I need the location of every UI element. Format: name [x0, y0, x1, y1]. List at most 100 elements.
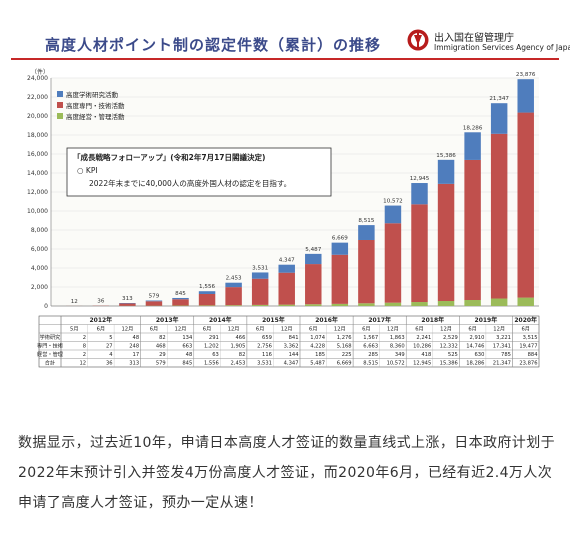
bar-segment: [464, 132, 481, 160]
bar-segment: [411, 302, 428, 306]
bar-segment: [437, 301, 455, 306]
table-cell: 5,487: [310, 361, 325, 367]
table-cell: 144: [289, 352, 300, 358]
y-tick-label: 8,000: [31, 227, 48, 234]
table-month-label: 12月: [281, 326, 293, 333]
bar-segment: [437, 159, 455, 184]
bar-total-label: 21,347: [489, 96, 509, 102]
table-month-label: 12月: [387, 326, 399, 333]
table-cell: 2,241: [416, 335, 431, 341]
table-cell: 4: [109, 352, 113, 358]
bar-total-label: 5,487: [305, 247, 321, 253]
bar-total-label: 1,556: [199, 284, 215, 290]
table-cell: 525: [448, 352, 458, 358]
legend-swatch: [57, 113, 63, 119]
table-row-label: 合計: [45, 359, 55, 367]
bar-total-label: 18,286: [463, 125, 483, 131]
table-year-label: 2017年: [368, 316, 391, 324]
table-cell: 134: [182, 335, 193, 341]
table-cell: 3,531: [257, 361, 272, 367]
table-cell: 841: [289, 335, 299, 341]
y-tick-label: 10,000: [27, 208, 48, 215]
bar-segment: [278, 264, 295, 273]
table-cell: 8,515: [363, 361, 378, 367]
table-cell: 17,341: [493, 344, 511, 350]
bar-total-label: 10,572: [383, 199, 403, 205]
legend-swatch: [57, 91, 63, 97]
table-cell: 15,386: [440, 361, 458, 367]
table-cell: 2: [83, 352, 86, 358]
table-year-label: 2016年: [315, 316, 338, 324]
y-tick-label: 6,000: [31, 246, 48, 253]
bar-segment: [198, 291, 216, 294]
table-cell: 6,663: [363, 344, 378, 350]
table-cell: 579: [156, 361, 166, 367]
table-month-label: 5月: [70, 326, 79, 333]
bar-segment: [198, 305, 216, 306]
chart-title: 高度人材ポイント制の認定件数（累計）の推移: [45, 36, 382, 54]
bar-segment: [172, 297, 189, 300]
table-cell: 48: [133, 335, 140, 341]
bar-total-label: 2,453: [226, 276, 242, 282]
table-cell: 5,168: [337, 344, 352, 350]
table-year-label: 2013年: [156, 316, 179, 324]
table-cell: 21,347: [493, 361, 511, 367]
y-tick-label: 14,000: [27, 170, 48, 177]
table-cell: 10,572: [387, 361, 405, 367]
bar-segment: [331, 242, 349, 255]
bar-segment: [331, 254, 349, 304]
y-tick-label: 24,000: [27, 75, 48, 82]
bar-total-label: 313: [122, 296, 133, 302]
table-cell: 663: [182, 344, 192, 350]
bar-segment: [384, 205, 402, 224]
table-cell: 1,905: [231, 344, 246, 350]
bar-segment: [305, 304, 322, 306]
table-row-label: 経営・管理: [37, 350, 64, 358]
bar-segment: [437, 183, 455, 302]
bar-segment: [305, 253, 322, 265]
table-cell: 48: [186, 352, 193, 358]
table-cell: 630: [474, 352, 484, 358]
table-cell: 884: [528, 352, 539, 358]
table-cell: 82: [159, 335, 166, 341]
bar-segment: [225, 305, 242, 306]
bar-segment: [145, 301, 163, 306]
table-month-label: 6月: [415, 326, 424, 333]
bar-total-label: 579: [149, 293, 160, 299]
table-month-label: 12月: [175, 326, 187, 333]
table-cell: 2,529: [443, 335, 458, 341]
table-cell: 785: [501, 352, 511, 358]
legend-label: 高度経営・管理活動: [66, 112, 125, 121]
table-cell: 659: [262, 335, 272, 341]
table-month-label: 6月: [521, 326, 530, 333]
table-month-label: 6月: [309, 326, 318, 333]
legend-label: 高度専門・技術活動: [66, 101, 125, 110]
table-row-label: 学術研究: [40, 333, 61, 341]
bar-total-label: 23,876: [516, 72, 536, 78]
legend-label: 高度学術研究活動: [66, 90, 119, 99]
table-month-label: 12月: [334, 326, 346, 333]
table-cell: 3,515: [523, 335, 538, 341]
bar-total-label: 6,669: [332, 236, 348, 242]
bar-segment: [198, 293, 216, 306]
table-month-label: 12月: [228, 326, 240, 333]
table-month-label: 6月: [97, 326, 106, 333]
table-year-label: 2019年: [475, 316, 498, 324]
table-cell: 6,669: [337, 361, 352, 367]
table-cell: 12,332: [440, 344, 458, 350]
legend-swatch: [57, 102, 63, 108]
table-cell: 285: [368, 352, 378, 358]
table-cell: 23,876: [519, 361, 537, 367]
table-cell: 8,360: [390, 344, 405, 350]
table-cell: 63: [212, 352, 219, 358]
bar-segment: [225, 287, 242, 306]
table-year-label: 2015年: [262, 316, 285, 324]
bar-total-label: 4,347: [279, 258, 295, 264]
table-cell: 2,756: [257, 344, 272, 350]
chart-svg: 0 2,000 4,000 6,000 8,000 10,000 12,000 14,000 1…: [27, 68, 540, 368]
bar-segment: [517, 79, 534, 113]
y-tick-label: 4,000: [31, 265, 48, 272]
table-cell: 468: [156, 344, 166, 350]
bar-segment: [278, 304, 295, 306]
y-tick-label: 12,000: [27, 189, 48, 196]
